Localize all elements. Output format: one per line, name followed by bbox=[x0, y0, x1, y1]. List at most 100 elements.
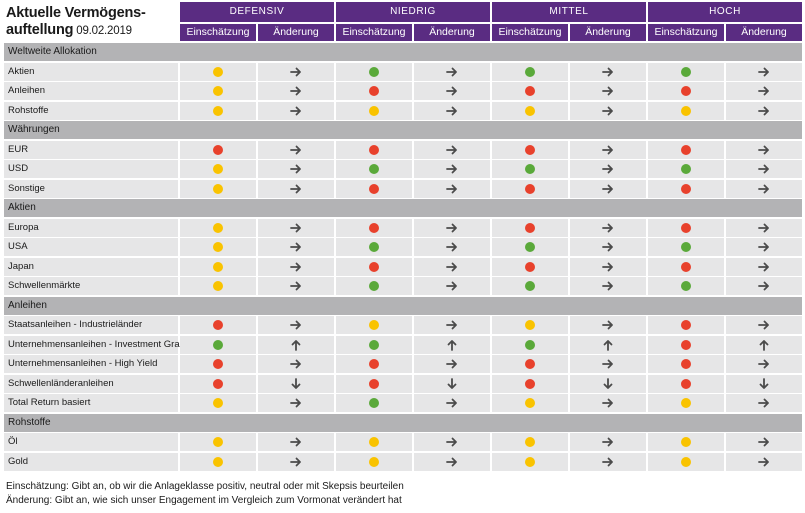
green-rating-dot bbox=[369, 164, 379, 174]
section-header: Währungen bbox=[4, 121, 802, 139]
rating-cell bbox=[180, 179, 256, 198]
yellow-rating-dot bbox=[369, 105, 379, 116]
rating-cell bbox=[648, 238, 724, 256]
yellow-rating-dot bbox=[525, 437, 535, 447]
red-rating-dot bbox=[213, 359, 223, 369]
table-row: Öl bbox=[4, 433, 802, 451]
row-label-cell: Unternehmensanleihen - High Yield bbox=[4, 355, 178, 373]
change-cell bbox=[570, 140, 646, 159]
red-rating-dot bbox=[369, 378, 379, 389]
footnote-rating: Einschätzung: Gibt an, ob wir die Anlage… bbox=[6, 481, 404, 492]
row-label: Aktien bbox=[8, 65, 35, 77]
change-cell bbox=[570, 160, 646, 178]
arrow-right-icon bbox=[602, 222, 614, 234]
change-cell bbox=[726, 335, 802, 354]
rating-cell bbox=[648, 355, 724, 373]
red-rating-dot bbox=[681, 183, 691, 194]
change-cell bbox=[570, 179, 646, 198]
change-cell bbox=[570, 433, 646, 451]
red-rating-dot bbox=[681, 320, 691, 330]
change-cell bbox=[726, 277, 802, 295]
rating-cell bbox=[492, 218, 568, 237]
row-label-cell: Öl bbox=[4, 433, 178, 451]
rating-cell bbox=[180, 257, 256, 276]
red-rating-dot bbox=[213, 378, 223, 389]
arrow-right-icon bbox=[446, 163, 458, 175]
rating-cell bbox=[492, 82, 568, 100]
yellow-rating-dot bbox=[213, 183, 223, 194]
red-rating-dot bbox=[213, 144, 223, 155]
change-cell bbox=[414, 160, 490, 178]
arrow-right-icon bbox=[446, 222, 458, 234]
subheader-einschaetzung-mittel: Einschätzung bbox=[492, 24, 568, 41]
change-cell bbox=[570, 277, 646, 295]
page-title: Aktuelle Vermögens- auftellung 09.02.2019 bbox=[6, 5, 178, 40]
subheader-einschaetzung-niedrig: Einschätzung bbox=[336, 24, 412, 41]
section-title: Weltweite Allokation bbox=[8, 46, 97, 57]
green-rating-dot bbox=[369, 242, 379, 252]
section-title: Anleihen bbox=[8, 299, 47, 311]
change-cell bbox=[414, 394, 490, 412]
green-rating-dot bbox=[525, 66, 535, 77]
change-cell bbox=[414, 238, 490, 256]
row-label: Japan bbox=[8, 260, 34, 272]
rating-cell bbox=[648, 82, 724, 100]
arrow-right-icon bbox=[758, 319, 770, 331]
change-cell bbox=[570, 355, 646, 373]
arrow-right-icon bbox=[446, 319, 458, 331]
row-label: Öl bbox=[8, 436, 18, 447]
rating-cell bbox=[180, 238, 256, 256]
yellow-rating-dot bbox=[369, 437, 379, 447]
arrow-right-icon bbox=[602, 358, 614, 370]
row-label-cell: Sonstige bbox=[4, 179, 178, 198]
rating-cell bbox=[336, 140, 412, 159]
row-label-cell: Europa bbox=[4, 218, 178, 237]
change-cell bbox=[414, 140, 490, 159]
title-date: 09.02.2019 bbox=[76, 25, 132, 37]
arrow-right-icon bbox=[758, 183, 770, 195]
arrow-right-icon bbox=[758, 222, 770, 234]
red-rating-dot bbox=[681, 359, 691, 369]
arrow-right-icon bbox=[290, 66, 302, 78]
table-row: Unternehmensanleihen - High Yield bbox=[4, 355, 802, 373]
profile-header-niedrig: NIEDRIG bbox=[336, 2, 490, 22]
green-rating-dot bbox=[681, 164, 691, 174]
arrow-right-icon bbox=[446, 66, 458, 78]
rating-cell bbox=[336, 335, 412, 354]
rating-cell bbox=[492, 179, 568, 198]
row-label-cell: Anleihen bbox=[4, 82, 178, 100]
change-cell bbox=[570, 374, 646, 393]
change-cell bbox=[258, 218, 334, 237]
rating-cell bbox=[180, 316, 256, 334]
red-rating-dot bbox=[525, 359, 535, 369]
row-label-cell: Japan bbox=[4, 257, 178, 276]
subheader-aenderung-defensiv: Änderung bbox=[258, 24, 334, 41]
row-label: Schwellenländeranleihen bbox=[8, 377, 114, 389]
rating-cell bbox=[336, 277, 412, 295]
arrow-right-icon bbox=[758, 358, 770, 370]
arrow-right-icon bbox=[446, 397, 458, 409]
rating-cell bbox=[648, 335, 724, 354]
change-cell bbox=[258, 374, 334, 393]
change-cell bbox=[570, 316, 646, 334]
green-rating-dot bbox=[369, 339, 379, 350]
green-rating-dot bbox=[525, 281, 535, 291]
row-label-cell: Unternehmensanleihen - Investment Grade bbox=[4, 335, 190, 354]
green-rating-dot bbox=[681, 66, 691, 77]
arrow-right-icon bbox=[758, 436, 770, 448]
red-rating-dot bbox=[525, 222, 535, 233]
change-cell bbox=[570, 394, 646, 412]
change-cell bbox=[726, 82, 802, 100]
table-row: Gold bbox=[4, 452, 802, 471]
table-row: EUR bbox=[4, 140, 802, 159]
yellow-rating-dot bbox=[681, 398, 691, 408]
change-cell bbox=[414, 452, 490, 471]
arrow-right-icon bbox=[602, 105, 614, 117]
arrow-right-icon bbox=[602, 183, 614, 195]
rating-cell bbox=[492, 257, 568, 276]
arrow-right-icon bbox=[758, 261, 770, 273]
row-label: Total Return basiert bbox=[8, 397, 91, 408]
rating-cell bbox=[336, 394, 412, 412]
subheader-einschaetzung-defensiv: Einschätzung bbox=[180, 24, 256, 41]
row-label: Gold bbox=[8, 455, 29, 467]
